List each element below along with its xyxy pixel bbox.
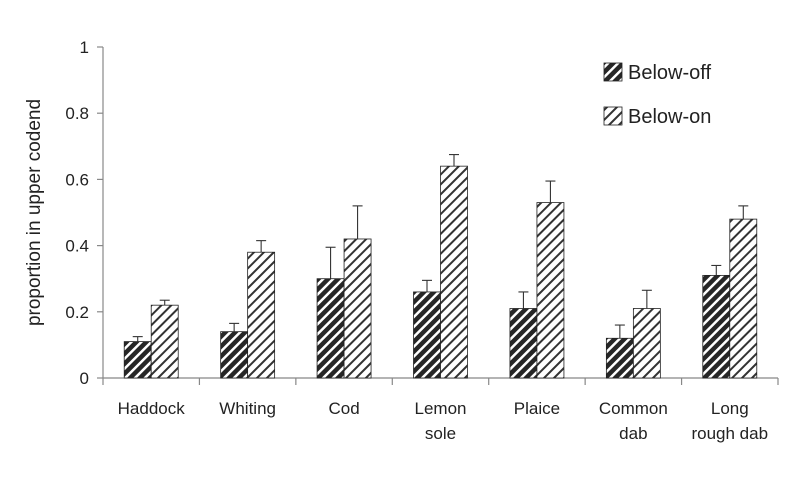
y-tick-label: 0.8 [65, 104, 89, 123]
bar-below-on [343, 238, 372, 379]
y-axis-title: proportion in upper codend [24, 99, 45, 326]
y-tick-label: 0.2 [65, 303, 89, 322]
y-tick-label: 0.6 [65, 170, 89, 189]
bar-below-off [220, 331, 249, 379]
bar-below-on [729, 218, 758, 379]
x-category-label: sole [425, 424, 456, 443]
x-category-label: Lemon [415, 399, 467, 418]
bar-below-off [509, 308, 538, 379]
legend-label: Below-on [628, 106, 711, 128]
bar-below-on [150, 304, 179, 379]
bar-below-off [413, 291, 441, 379]
x-category-label: Haddock [118, 399, 186, 418]
bar-below-off [316, 278, 345, 379]
legend-swatch-below-off [603, 62, 623, 82]
bar-below-off [702, 274, 731, 379]
y-tick-label: 0 [80, 369, 89, 388]
y-tick-label: 0.4 [65, 237, 89, 256]
x-category-label: Whiting [219, 399, 276, 418]
x-category-label: Common [599, 399, 668, 418]
bar-below-on [536, 202, 565, 379]
bar-below-off [605, 337, 634, 379]
x-category-label: Cod [328, 399, 359, 418]
legend-label: Below-off [628, 62, 711, 84]
bar-below-on [632, 308, 661, 379]
bar-below-on [440, 165, 468, 379]
x-category-label: Long [711, 399, 749, 418]
bar-below-off [123, 341, 152, 379]
x-category-label: dab [619, 424, 647, 443]
bar-below-on [247, 251, 276, 379]
legend-swatch-below-on [603, 106, 623, 126]
y-tick-label: 1 [80, 38, 89, 57]
x-category-label: Plaice [514, 399, 560, 418]
x-category-label: rough dab [691, 424, 768, 443]
